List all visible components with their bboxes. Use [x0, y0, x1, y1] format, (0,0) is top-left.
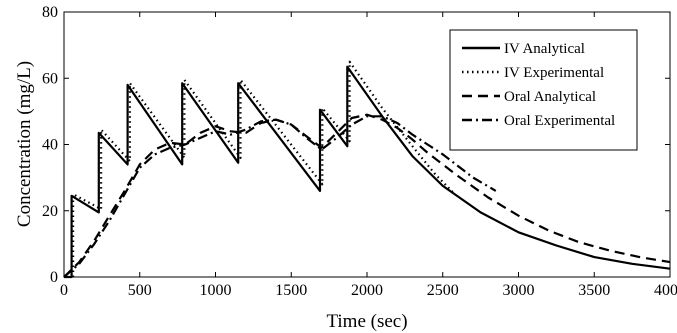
y-tick-label: 80: [42, 4, 58, 21]
legend-label-iv-experimental: IV Experimental: [504, 65, 604, 81]
x-tick-label: 1500: [275, 282, 307, 299]
x-tick-label: 3500: [578, 282, 610, 299]
legend-label-iv-analytical: IV Analytical: [504, 41, 585, 57]
x-tick-label: 2000: [351, 282, 383, 299]
y-tick-label: 60: [42, 70, 58, 87]
legend-label-oral-analytical: Oral Analytical: [504, 89, 596, 105]
y-axis-title: Concentration (mg/L): [14, 61, 35, 227]
series-line-iv-analytical: [64, 65, 671, 279]
series-layer: [63, 60, 671, 279]
series-line-oral-analytical: [63, 113, 671, 278]
legend: IV Analytical IV Experimental Oral Analy…: [449, 29, 638, 151]
y-tick-label: 20: [42, 203, 58, 220]
x-tick-label: 3000: [503, 282, 535, 299]
x-tick-label: 2500: [427, 282, 459, 299]
x-tick-label: 0: [60, 282, 68, 299]
y-axis-ticks: 0 20 40 60 80: [42, 4, 670, 286]
series-line-oral-experimental: [63, 115, 497, 278]
x-tick-label: 500: [128, 282, 152, 299]
series-line-iv-experimental: [71, 60, 456, 277]
legend-label-oral-experimental: Oral Experimental: [504, 113, 615, 129]
y-tick-label: 40: [42, 137, 58, 154]
x-tick-label: 1000: [200, 282, 232, 299]
y-tick-label: 0: [50, 269, 58, 286]
legend-box: [449, 29, 638, 151]
x-axis-title: Time (sec): [326, 311, 407, 332]
